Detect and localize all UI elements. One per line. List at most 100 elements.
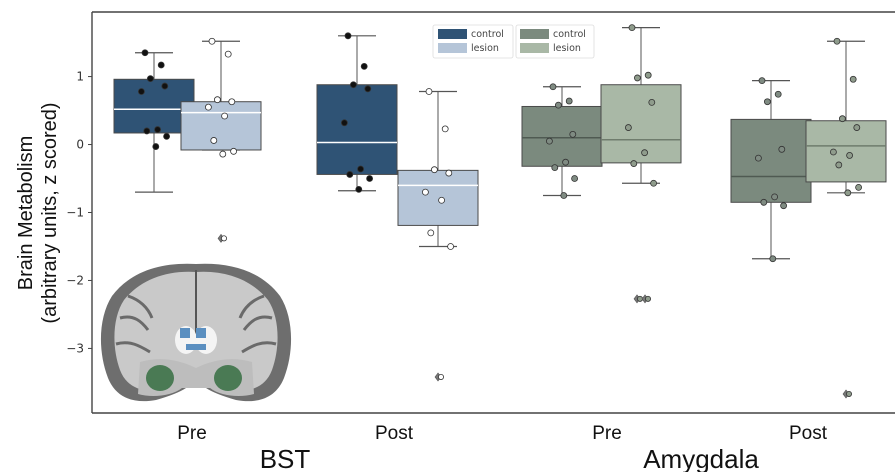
legend-bst-control-swatch (438, 29, 467, 39)
x-axis-categories: Pre Post Pre Post (177, 423, 828, 444)
region-label-amygdala: Amygdala (643, 444, 759, 472)
y-tick-label: 0 (76, 138, 84, 152)
data-point (357, 165, 365, 173)
data-point (230, 147, 238, 155)
data-point (208, 37, 216, 45)
y-tick-label: −2 (66, 273, 84, 287)
data-point (355, 185, 363, 193)
data-point (569, 130, 577, 138)
data-point (555, 101, 562, 109)
data-point (344, 32, 352, 40)
box-amygdala-pre-lesion (600, 24, 682, 304)
data-point (163, 132, 171, 140)
brain-section-inset (93, 254, 298, 412)
data-point (228, 98, 236, 106)
box-iqr (521, 105, 603, 167)
data-point (425, 88, 433, 95)
box-iqr (600, 84, 682, 164)
data-point (650, 179, 657, 187)
outlier-point (846, 390, 853, 397)
legend-bst-lesion-label: lesion (471, 43, 499, 54)
legend-amygdala-control-swatch (520, 29, 549, 39)
data-point (641, 149, 648, 157)
data-point (571, 175, 578, 182)
box-bst-post-control (316, 32, 398, 193)
y-tick-label: 1 (76, 70, 84, 84)
data-point (855, 183, 862, 191)
amygdala-highlight-left (146, 365, 174, 391)
data-point (625, 124, 632, 131)
legend-amygdala-lesion-swatch (520, 43, 549, 53)
box-series (113, 24, 887, 399)
data-point (774, 90, 782, 98)
data-point (360, 62, 368, 70)
data-point (364, 85, 372, 93)
legend-bst-control-label: control (471, 29, 504, 40)
box-amygdala-pre-control (521, 83, 603, 199)
brain-right-sulci (238, 294, 277, 354)
box-bst-pre-lesion (180, 37, 262, 243)
data-point (546, 137, 553, 145)
data-point (549, 83, 557, 91)
data-point (213, 96, 221, 104)
y-axis-label-line1: Brain Metabolism (15, 136, 37, 291)
data-point (146, 75, 154, 83)
data-point (755, 154, 762, 162)
box-bst-post-lesion (397, 88, 479, 382)
data-point (630, 160, 638, 167)
box-iqr (316, 84, 398, 175)
y-axis-label: Brain Metabolism (arbitrary units, z sco… (15, 102, 61, 323)
amygdala-highlight-right (214, 365, 242, 391)
data-point (628, 24, 636, 32)
data-point (340, 119, 348, 127)
data-point (764, 98, 771, 106)
bst-highlight-right (196, 328, 206, 338)
data-point (210, 137, 218, 144)
x-tick-label-bst-pre: Pre (177, 423, 207, 444)
data-point (421, 188, 429, 196)
data-point (830, 148, 837, 156)
data-point (560, 192, 568, 199)
box-iqr (730, 118, 812, 203)
data-point (844, 189, 852, 197)
data-point (366, 175, 374, 182)
data-point (143, 127, 151, 135)
x-tick-label-bst-post: Post (375, 423, 414, 444)
data-point (760, 198, 768, 206)
data-point (778, 145, 786, 153)
data-point (758, 77, 766, 85)
data-point (204, 103, 212, 111)
data-point (835, 161, 843, 169)
bst-highlight-left (180, 328, 190, 338)
data-point (224, 50, 232, 58)
data-point (157, 61, 165, 69)
brain-left-sulci (115, 294, 154, 354)
legend-bst-lesion-swatch (438, 43, 467, 53)
y-axis-label-line2: (arbitrary units, z scored) (39, 102, 61, 323)
data-point (833, 37, 841, 45)
data-point (644, 71, 652, 79)
outlier-point (437, 373, 444, 380)
data-point (427, 229, 435, 237)
y-tick-label: −1 (66, 206, 84, 220)
legend-bst: control lesion (432, 24, 514, 59)
data-point (152, 143, 160, 150)
data-point (769, 255, 777, 263)
data-point (141, 49, 149, 57)
x-tick-label-amygdala-pre: Pre (592, 423, 622, 444)
box-iqr (805, 120, 887, 183)
data-point (430, 166, 438, 174)
box-amygdala-post-lesion (805, 37, 887, 399)
legend-amygdala: control lesion (515, 24, 595, 59)
data-point (780, 202, 787, 210)
data-point (441, 125, 449, 133)
data-point (349, 81, 357, 89)
outlier-point (220, 235, 227, 242)
data-point (839, 115, 846, 123)
data-point (137, 88, 145, 95)
data-point (221, 112, 229, 120)
data-point (219, 150, 227, 158)
data-point (565, 97, 573, 105)
data-point (562, 158, 569, 166)
data-point (445, 169, 453, 177)
